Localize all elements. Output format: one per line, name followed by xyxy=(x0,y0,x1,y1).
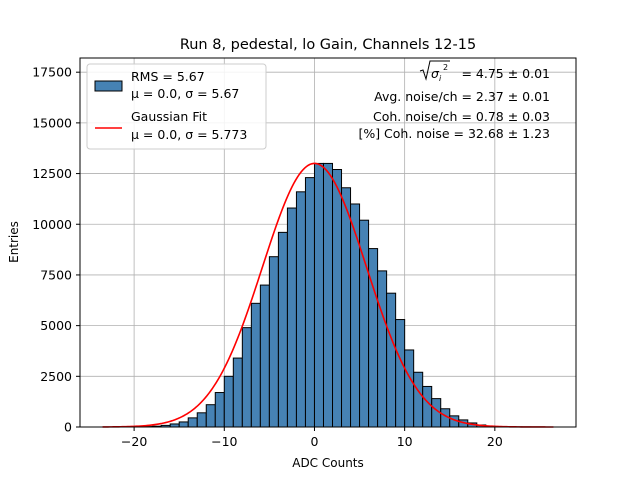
legend-fit-stats: μ = 0.0, σ = 5.773 xyxy=(131,127,247,142)
histogram-bar xyxy=(214,392,225,428)
annotation-sigma: = 4.75 ± 0.01 xyxy=(461,66,550,81)
histogram-bar xyxy=(250,302,261,428)
y-tick-label: 15000 xyxy=(32,115,72,130)
histogram-bar xyxy=(277,231,288,428)
histogram-bar xyxy=(377,270,388,428)
legend-histogram-stats: μ = 0.0, σ = 5.67 xyxy=(131,86,239,101)
y-tick-label: 12500 xyxy=(32,166,72,181)
histogram-bar xyxy=(386,292,397,428)
histogram-bar xyxy=(422,385,433,428)
histogram-bar xyxy=(241,327,252,428)
histogram-bar xyxy=(187,417,198,428)
x-tick-label: −20 xyxy=(121,434,147,449)
legend-histogram-swatch xyxy=(94,80,123,92)
legend-fit-label: Gaussian Fit xyxy=(131,109,207,124)
x-tick-label: 20 xyxy=(487,434,503,449)
histogram-bar xyxy=(341,187,352,428)
x-tick-label: 0 xyxy=(310,434,318,449)
y-axis-ticks: 0 2500 5000 7500 10000 12500 15000 17500 xyxy=(32,65,80,435)
sigma-i-squared-symbol: σ i 2 xyxy=(419,60,450,83)
x-axis-ticks: −20 −10 0 10 20 xyxy=(121,427,503,449)
histogram-bar xyxy=(413,371,424,428)
annotation-coh-noise: Coh. noise/ch = 0.78 ± 0.03 xyxy=(373,109,550,124)
histogram-bar xyxy=(332,169,343,428)
y-tick-label: 7500 xyxy=(40,267,72,282)
histogram-bars xyxy=(124,162,532,428)
y-axis-label: Entries xyxy=(7,221,21,263)
histogram-bar xyxy=(322,162,334,428)
legend-box xyxy=(86,63,267,150)
y-tick-label: 10000 xyxy=(32,217,72,232)
histogram-bar xyxy=(268,256,279,428)
histogram-bar xyxy=(205,404,216,428)
histogram-bar xyxy=(395,319,406,428)
x-axis-label: ADC Counts xyxy=(292,456,364,470)
legend-histogram-label: RMS = 5.67 xyxy=(131,69,205,84)
histogram-bar xyxy=(286,207,297,428)
annotation-avg-noise: Avg. noise/ch = 2.37 ± 0.01 xyxy=(374,89,550,104)
histogram-bar xyxy=(223,375,234,428)
noise-annotations: σ i 2 = 4.75 ± 0.01 Avg. noise/ch = 2.37… xyxy=(358,60,550,141)
histogram-bar xyxy=(295,191,306,428)
gaussian-fit-curve xyxy=(102,162,554,428)
histogram-bar xyxy=(313,162,324,428)
svg-text:2: 2 xyxy=(443,63,448,72)
histogram-bar xyxy=(259,284,270,428)
histogram-bar xyxy=(304,177,315,428)
annotation-coh-noise-percent: [%] Coh. noise = 32.68 ± 1.23 xyxy=(358,126,550,141)
y-tick-label: 5000 xyxy=(40,318,72,333)
histogram-bar xyxy=(350,203,361,428)
chart-title: Run 8, pedestal, lo Gain, Channels 12-15 xyxy=(180,37,476,53)
y-tick-label: 2500 xyxy=(40,369,72,384)
histogram-bar xyxy=(404,349,415,428)
svg-text:σ: σ xyxy=(431,66,440,81)
x-tick-label: 10 xyxy=(397,434,413,449)
svg-text:i: i xyxy=(439,74,442,83)
histogram-bar xyxy=(232,357,243,428)
legend: RMS = 5.67 μ = 0.0, σ = 5.67 Gaussian Fi… xyxy=(86,63,267,150)
y-tick-label: 0 xyxy=(64,420,72,435)
x-tick-label: −10 xyxy=(211,434,237,449)
histogram-bar xyxy=(196,412,207,428)
y-tick-label: 17500 xyxy=(32,65,72,80)
histogram-bar xyxy=(178,421,189,428)
plot-frame xyxy=(79,57,577,428)
